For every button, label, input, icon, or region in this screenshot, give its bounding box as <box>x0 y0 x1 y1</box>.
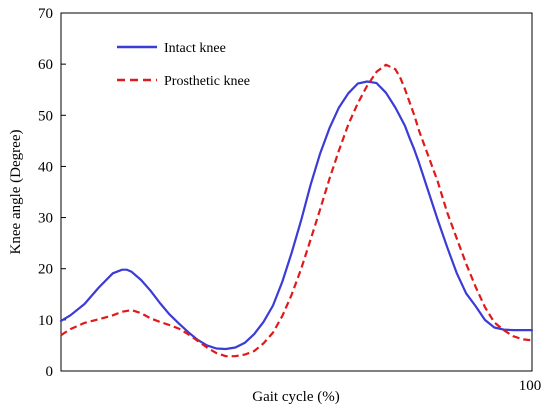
y-tick-label: 40 <box>38 159 53 175</box>
series-line-intact-knee <box>59 80 534 351</box>
legend-label-intact: Intact knee <box>164 41 226 56</box>
legend-label-prosthetic: Prosthetic knee <box>164 74 250 89</box>
y-tick-label: 30 <box>38 211 53 227</box>
y-tick-label: 0 <box>46 364 54 380</box>
y-tick-label: 50 <box>38 108 53 124</box>
x-axis-title: Gait cycle (%) <box>252 389 339 405</box>
x-axis-ticks: 100 <box>519 378 542 394</box>
series-line-prosthetic-knee <box>60 63 533 358</box>
series-layer <box>59 63 534 358</box>
y-axis-title: Knee angle (Degree) <box>8 130 24 255</box>
y-tick-label: 20 <box>38 262 53 278</box>
plot-frame <box>60 12 533 372</box>
y-axis-ticks: 0 10 20 30 40 50 60 70 <box>38 6 66 380</box>
legend: Intact knee Prosthetic knee <box>117 41 250 89</box>
y-tick-label: 60 <box>38 57 53 73</box>
y-tick-label: 70 <box>38 6 53 22</box>
y-tick-label: 10 <box>38 313 53 329</box>
x-tick-label: 100 <box>519 378 542 394</box>
